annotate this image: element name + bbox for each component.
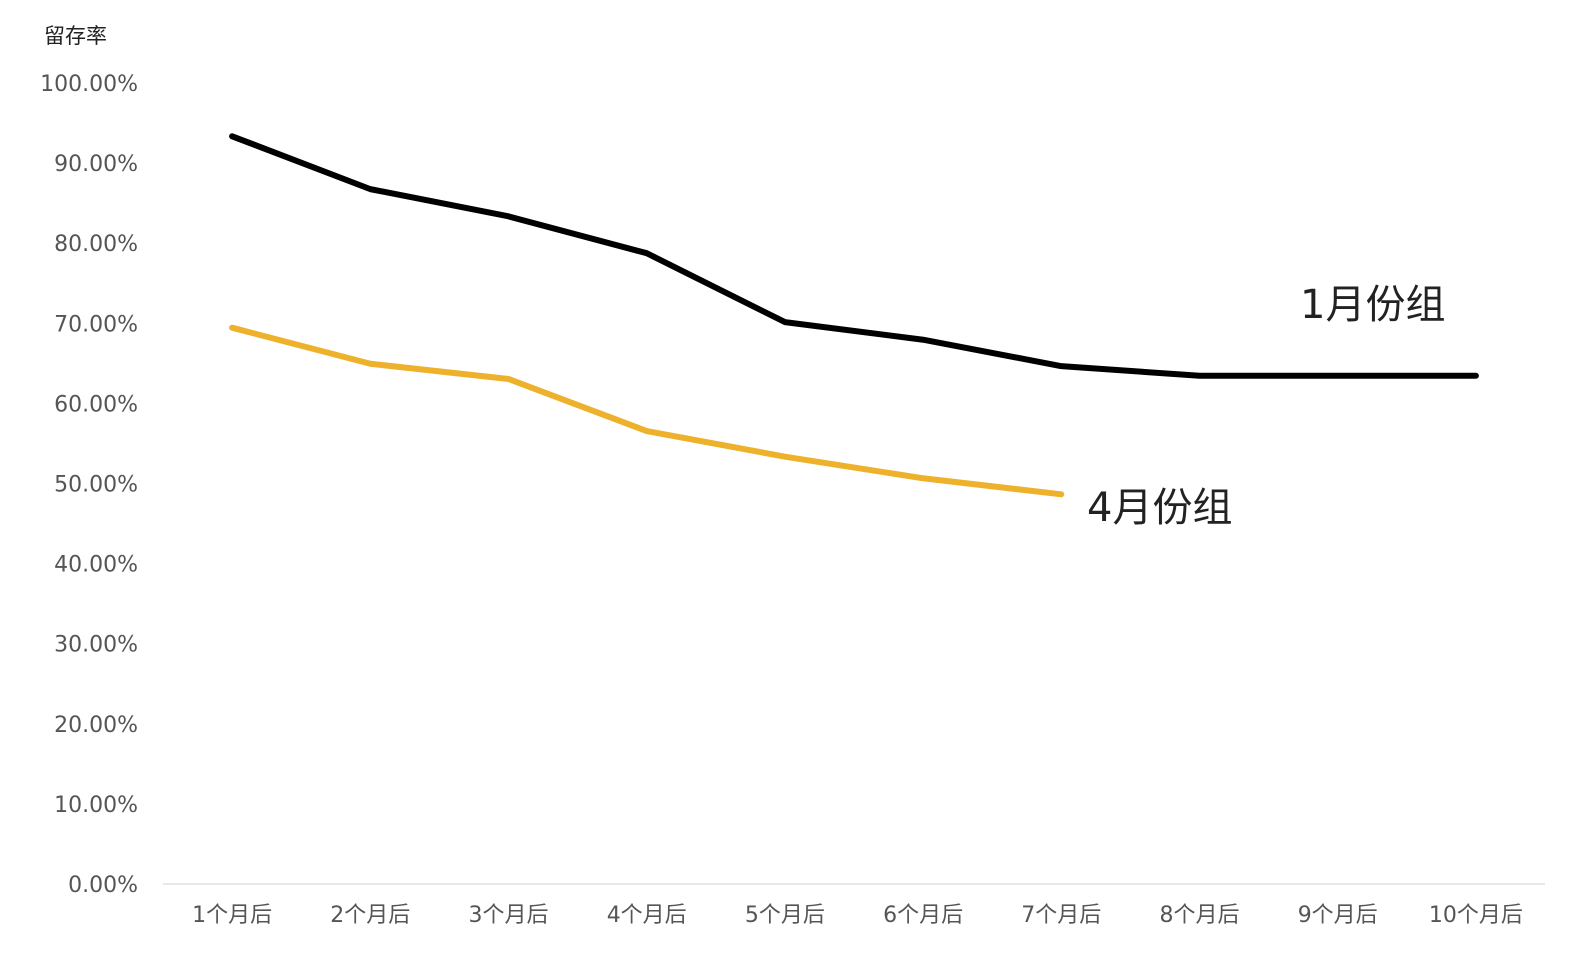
- y-tick-label: 80.00%: [54, 232, 138, 257]
- x-tick-label: 9个月后: [1298, 903, 1378, 928]
- x-tick-label: 5个月后: [745, 903, 825, 928]
- y-tick-label: 90.00%: [54, 152, 138, 177]
- x-tick-label: 10个月后: [1429, 903, 1523, 928]
- series-label: 4月份组: [1087, 485, 1232, 531]
- y-tick-label: 60.00%: [54, 392, 138, 417]
- y-axis-label: 留存率: [44, 24, 107, 48]
- x-tick-label: 3个月后: [469, 903, 549, 928]
- series-line: [229, 324, 1065, 498]
- y-tick-label: 10.00%: [54, 793, 138, 818]
- y-tick-label: 40.00%: [54, 553, 138, 578]
- y-tick-label: 0.00%: [68, 873, 138, 898]
- x-tick-label: 2个月后: [330, 903, 410, 928]
- y-tick-label: 50.00%: [54, 473, 138, 498]
- series-line: [229, 133, 1479, 379]
- y-tick-label: 100.00%: [40, 72, 138, 97]
- x-tick-label: 1个月后: [192, 903, 272, 928]
- x-tick-label: 4个月后: [607, 903, 687, 928]
- y-tick-label: 70.00%: [54, 312, 138, 337]
- y-tick-label: 20.00%: [54, 713, 138, 738]
- x-tick-label: 6个月后: [883, 903, 963, 928]
- x-tick-label: 8个月后: [1160, 903, 1240, 928]
- x-tick-label: 7个月后: [1021, 903, 1101, 928]
- series-label: 1月份组: [1300, 282, 1445, 328]
- y-tick-label: 30.00%: [54, 633, 138, 658]
